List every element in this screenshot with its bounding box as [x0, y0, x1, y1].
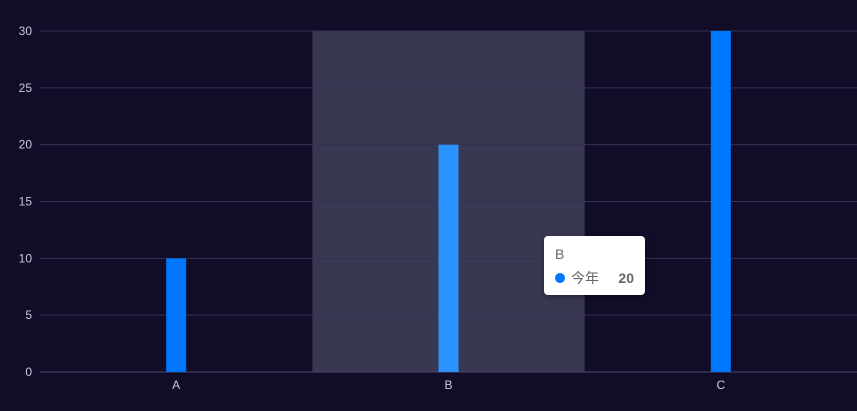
y-tick-label: 10 [19, 251, 33, 265]
y-tick-label: 30 [19, 24, 33, 38]
bar[interactable] [438, 144, 459, 372]
tooltip-value: 20 [618, 270, 634, 286]
bar[interactable] [166, 258, 187, 372]
tooltip-row: 今年 20 [555, 269, 634, 287]
tooltip-series-name: 今年 [571, 270, 599, 286]
y-tick-label: 25 [19, 81, 33, 95]
series-marker-icon [555, 273, 565, 283]
tooltip-title: B [555, 246, 565, 262]
x-tick-label: C [716, 378, 725, 392]
y-tick-label: 15 [19, 195, 33, 209]
y-tick-label: 0 [25, 365, 32, 379]
bar[interactable] [710, 31, 731, 372]
tooltip: B 今年 20 [544, 236, 645, 295]
x-tick-label: B [444, 378, 452, 392]
y-tick-label: 5 [25, 308, 32, 322]
y-tick-label: 20 [19, 138, 33, 152]
x-tick-label: A [172, 378, 180, 392]
